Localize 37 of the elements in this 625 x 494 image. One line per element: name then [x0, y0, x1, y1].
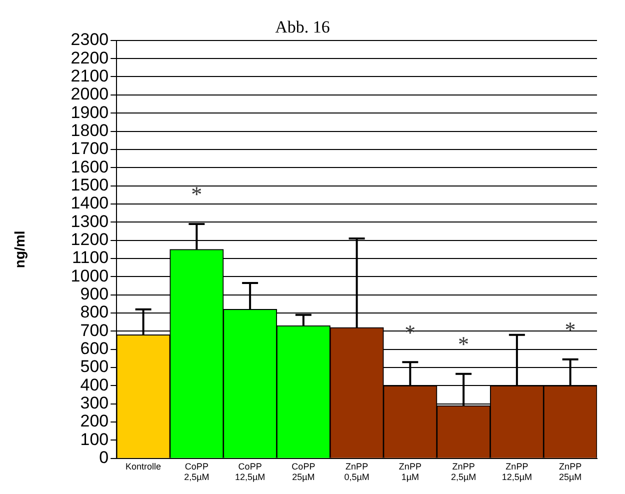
x-tick-label: Kontrolle: [126, 461, 162, 472]
y-tick-label: 400: [80, 375, 109, 394]
y-tick-label: 300: [80, 394, 109, 413]
y-tick-label: 2100: [70, 66, 109, 86]
x-tick-label: ZnPP 1µM: [398, 461, 422, 482]
y-tick-label: 1800: [70, 120, 109, 140]
annotation: *: [458, 332, 470, 357]
x-tick-label: ZnPP 0,5µM: [344, 461, 370, 482]
y-tick-label: 500: [80, 357, 109, 376]
y-tick-label: 2200: [70, 48, 109, 68]
y-tick-label: 600: [80, 339, 109, 358]
y-axis-title: ng/ml: [11, 230, 28, 268]
x-tick-label: ZnPP 2,5µM: [450, 461, 476, 482]
y-tick-label: 700: [80, 320, 109, 340]
y-tick-label: 1200: [70, 230, 109, 249]
y-tick-label: 1400: [70, 194, 109, 213]
y-tick-label: 1500: [70, 175, 109, 194]
x-tick-label: CoPP 12,5µM: [234, 461, 266, 482]
y-tick-label: 2300: [70, 30, 109, 50]
x-tick-label: CoPP 2,5µM: [184, 461, 210, 482]
y-tick-label: 1600: [70, 157, 109, 176]
y-tick-label: 1700: [70, 139, 109, 158]
y-tick-label: 1100: [72, 248, 109, 268]
y-tick-label: 1900: [70, 102, 109, 122]
chart-title: Abb. 16: [275, 18, 330, 37]
y-tick-label: 1300: [70, 212, 109, 231]
y-tick-label: 800: [80, 302, 109, 322]
y-tick-label: 1000: [70, 266, 109, 286]
y-tick-label: 2000: [70, 84, 109, 104]
x-tick-label: ZnPP 25µM: [558, 461, 582, 482]
y-tick-label: 900: [80, 284, 109, 304]
y-tick-label: 0: [99, 448, 109, 468]
x-tick-label: CoPP 25µM: [292, 461, 316, 482]
y-tick-label: 200: [80, 412, 109, 431]
y-tick-label: 100: [80, 430, 109, 449]
annotation: *: [191, 182, 202, 207]
x-tick-label: ZnPP 12,5µM: [502, 461, 532, 482]
